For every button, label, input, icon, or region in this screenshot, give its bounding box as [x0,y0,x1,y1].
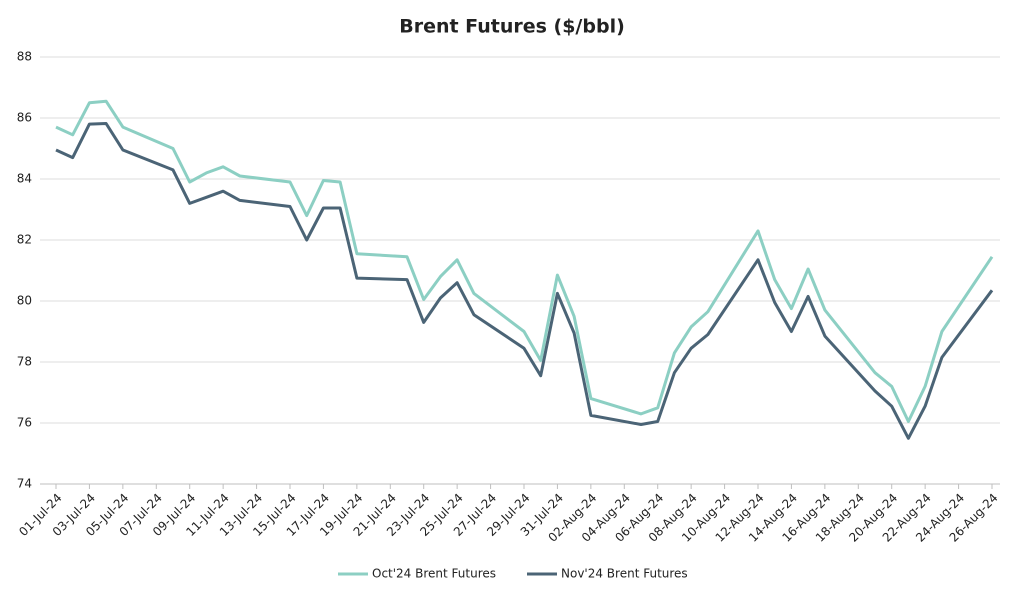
y-tick-label: 84 [17,172,32,186]
chart-title: Brent Futures ($/bbl) [399,16,625,38]
y-tick-label: 82 [17,233,32,247]
y-tick-label: 76 [17,416,32,430]
data-line [55,99,994,423]
y-tick-label: 86 [17,111,32,125]
y-tick-label: 80 [17,294,32,308]
legend-label: Oct'24 Brent Futures [372,567,496,581]
y-tick-label: 74 [17,477,32,491]
y-tick-label: 78 [17,355,32,369]
legend-label: Nov'24 Brent Futures [561,567,688,581]
y-tick-label: 88 [17,50,32,64]
data-line [55,122,994,440]
